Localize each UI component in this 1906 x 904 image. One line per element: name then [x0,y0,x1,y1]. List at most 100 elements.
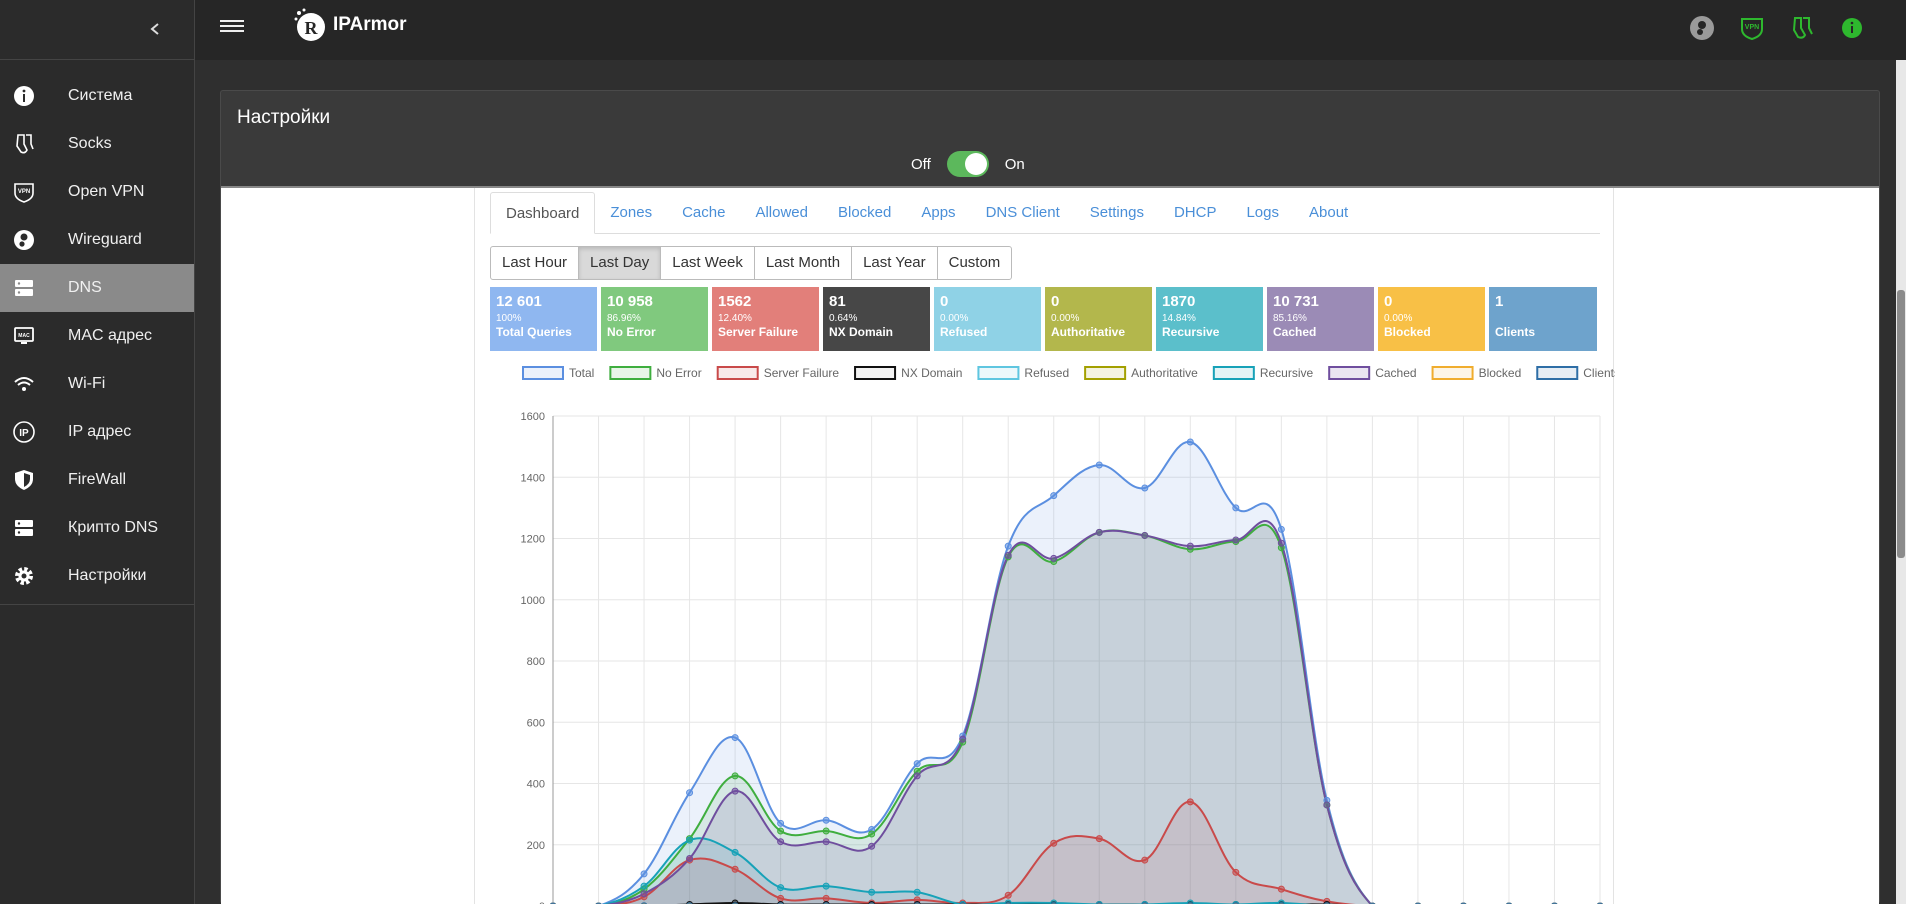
legend-label: No Error [656,366,701,380]
sidebar-item-настройки[interactable]: Настройки [0,552,194,600]
sidebar-item-система[interactable]: Система [0,72,194,120]
series-area-server-failure [620,801,1345,904]
legend-item[interactable]: Server Failure [716,366,840,380]
tab-dhcp[interactable]: DHCP [1173,204,1217,221]
legend-item[interactable]: Authoritative [1084,366,1198,380]
scrollbar-thumb[interactable] [1897,290,1905,558]
series-area-total [603,442,1371,904]
sidebar-divider [0,604,195,605]
stat-percent: 85.16% [1273,313,1307,324]
sidebar-item-label: Крипто DNS [68,519,159,536]
svg-text:R: R [305,18,319,38]
legend-label: Blocked [1479,366,1522,380]
plot-area [601,441,1373,904]
scrollbar-track[interactable] [1896,60,1906,904]
stat-label: NX Domain [829,325,894,339]
time-range-group: Last Hour Last Day Last Week Last Month Last… [490,246,1013,280]
stat-percent: 0.64% [829,313,858,324]
dns-tabs: Dashboard Zones Cache Allowed Blocked Apps DNS… [490,192,1600,234]
data-point [822,827,830,835]
data-point [686,789,694,797]
data-point [913,772,921,780]
dns-enable-switch[interactable] [946,151,989,177]
chart-grid [552,415,1601,904]
page-title: Настройки [237,107,331,128]
range-last-month-button[interactable]: Last Month [753,246,853,280]
socks-status-icon[interactable] [1788,14,1816,42]
legend-item[interactable]: Cached [1328,366,1417,380]
data-point [822,894,830,902]
sidebar-item-ip-адрес[interactable]: IP IP адрес [0,408,194,456]
tab-apps[interactable]: Apps [921,204,956,221]
tab-about[interactable]: About [1309,204,1349,221]
sidebar-item-socks[interactable]: Socks [0,120,194,168]
legend-swatch [1431,366,1474,380]
tab-dns-client[interactable]: DNS Client [985,204,1060,221]
info-status-icon[interactable] [1838,14,1866,42]
data-point [1004,551,1012,559]
tab-blocked[interactable]: Blocked [837,204,892,221]
stat-cached: 10 731 85.16% Cached [1267,287,1374,351]
hamburger-menu-icon[interactable] [220,17,244,37]
legend-item[interactable]: Total [522,366,594,380]
legend-item[interactable]: No Error [609,366,702,380]
vpn-status-icon[interactable]: VPN [1738,14,1766,42]
y-tick-label: 1000 [521,595,545,607]
data-point [913,888,921,896]
data-point [913,760,921,768]
chevron-left-icon[interactable] [140,14,170,44]
stat-value: 10 731 [1273,293,1319,310]
stat-label: Blocked [1384,325,1431,339]
y-tick-label: 400 [527,779,545,791]
sidebar-item-крипто-dns[interactable]: Крипто DNS [0,504,194,552]
range-last-week-button[interactable]: Last Week [660,246,755,280]
tab-cache[interactable]: Cache [682,204,726,221]
tab-zones[interactable]: Zones [610,204,653,221]
range-last-hour-button[interactable]: Last Hour [490,246,580,280]
legend-item[interactable]: NX Domain [854,366,962,380]
stat-label: Server Failure [718,325,799,339]
ip-icon: IP [12,420,36,444]
tab-logs[interactable]: Logs [1246,204,1279,221]
range-last-year-button[interactable]: Last Year [851,246,938,280]
sidebar-item-label: Настройки [68,567,147,584]
wifi-icon [12,372,36,396]
range-last-day-button[interactable]: Last Day [578,246,662,280]
tab-settings[interactable]: Settings [1089,204,1144,221]
data-point [777,819,785,827]
wireguard-status-icon[interactable] [1688,14,1716,42]
legend-label: Server Failure [764,366,840,380]
settings-card: Настройки Off On Dashboard Zones Cache Allo… [220,90,1880,904]
status-icons: VPN [1688,14,1866,42]
legend-item[interactable]: Recursive [1212,366,1314,380]
data-point [1141,856,1149,864]
legend-item[interactable]: Clients [1536,366,1615,380]
switch-knob [964,153,987,175]
sidebar-item-firewall[interactable]: FireWall [0,456,194,504]
stat-percent: 100% [496,313,522,324]
stat-value: 0 [1051,293,1060,310]
data-point [1232,868,1240,876]
stat-refused: 0 0.00% Refused [934,287,1041,351]
legend-label: Refused [1024,366,1069,380]
sidebar-item-dns[interactable]: DNS [0,264,194,312]
legend-item[interactable]: Refused [977,366,1069,380]
logo[interactable]: R IPArmor [293,7,407,43]
sidebar-item-open-vpn[interactable]: VPN Open VPN [0,168,194,216]
sidebar-item-label: IP адрес [68,423,132,440]
data-point [640,882,648,890]
tab-dashboard[interactable]: Dashboard [490,192,596,234]
stat-server-failure: 1562 12.40% Server Failure [712,287,819,351]
tab-allowed[interactable]: Allowed [755,204,808,221]
sidebar-item-wi-fi[interactable]: Wi-Fi [0,360,194,408]
stat-clients: 1 Clients [1489,287,1597,351]
socks-icon [12,132,36,156]
logo-icon: R [294,8,325,41]
data-point [1141,531,1149,539]
sidebar-item-mac-адрес[interactable]: MAC MAC адрес [0,312,194,360]
legend-item[interactable]: Blocked [1431,366,1522,380]
data-point [822,882,830,890]
sidebar-item-wireguard[interactable]: Wireguard [0,216,194,264]
range-custom-button[interactable]: Custom [936,246,1013,280]
sidebar-item-label: FireWall [68,471,127,488]
